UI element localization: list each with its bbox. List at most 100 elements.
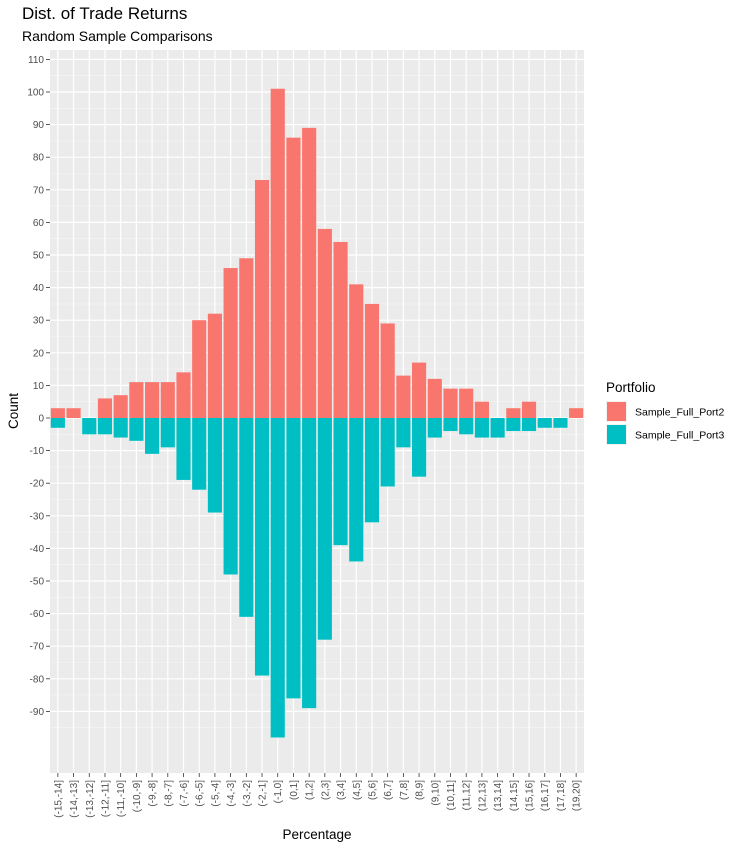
- x-tick-label: (7,8]: [399, 780, 410, 800]
- bar-Sample_Full_Port2-4: [113, 395, 128, 418]
- bar-Sample_Full_Port2-33: [569, 408, 584, 418]
- y-tick-label: 70: [33, 185, 45, 196]
- bar-Sample_Full_Port2-5: [129, 382, 144, 418]
- x-tick-label: (8,9]: [415, 780, 426, 800]
- bar-Sample_Full_Port3-6: [145, 418, 160, 454]
- y-tick-label: 90: [33, 120, 45, 131]
- bar-Sample_Full_Port3-17: [317, 418, 332, 640]
- bar-Sample_Full_Port3-28: [490, 418, 505, 438]
- bar-Sample_Full_Port2-30: [521, 401, 537, 418]
- grid-minor: [50, 75, 584, 729]
- y-tick-label: -90: [30, 707, 45, 718]
- x-tick-label: (11,12]: [462, 780, 473, 811]
- x-tick-label: (10,11]: [446, 780, 457, 811]
- x-tick-label: (5,6]: [367, 780, 378, 800]
- bar-Sample_Full_Port2-19: [349, 284, 364, 418]
- bar-Sample_Full_Port3-8: [176, 418, 191, 480]
- x-tick-label: (6,7]: [383, 780, 394, 800]
- bar-Sample_Full_Port2-21: [380, 323, 395, 418]
- y-tick-label: -10: [30, 446, 45, 457]
- bar-Sample_Full_Port3-11: [223, 418, 238, 575]
- y-tick-label: 110: [28, 55, 44, 66]
- x-tick-label: (-14,-13]: [69, 780, 80, 818]
- grid-major: [50, 50, 584, 773]
- bar-Sample_Full_Port3-20: [364, 418, 380, 523]
- y-tick-label: -80: [30, 674, 45, 685]
- x-tick-label: (13,14]: [493, 780, 504, 811]
- x-tick-label: (12,13]: [477, 780, 488, 811]
- legend-swatch: [607, 402, 626, 421]
- bar-Sample_Full_Port3-3: [97, 418, 113, 435]
- bar-Sample_Full_Port3-12: [239, 418, 254, 617]
- legend-swatch: [607, 425, 626, 444]
- x-tick-label: (15,16]: [525, 780, 536, 811]
- bar-Sample_Full_Port3-26: [459, 418, 474, 435]
- bar-Sample_Full_Port3-24: [427, 418, 442, 438]
- y-tick-label: 100: [27, 88, 44, 99]
- bar-Sample_Full_Port2-26: [459, 388, 474, 418]
- x-tick-label: (17,18]: [556, 780, 567, 811]
- y-tick-label: 50: [33, 251, 45, 262]
- bar-Sample_Full_Port3-25: [443, 418, 458, 432]
- y-tick-label: 30: [33, 316, 45, 327]
- bar-Sample_Full_Port2-16: [302, 127, 317, 419]
- bar-Sample_Full_Port2-9: [192, 320, 207, 418]
- x-tick-label: (2,3]: [320, 780, 331, 800]
- x-tick-label: (-15,-14]: [53, 780, 64, 818]
- x-tick-label: (-11,-10]: [116, 780, 127, 817]
- legend: Portfolio Sample_Full_Port2 Sample_Full_P…: [606, 380, 724, 445]
- y-tick-label: 40: [33, 283, 45, 294]
- bar-Sample_Full_Port2-12: [239, 258, 254, 418]
- bars: [50, 88, 584, 738]
- bar-Sample_Full_Port2-22: [396, 375, 411, 418]
- bar-Sample_Full_Port2-23: [412, 362, 427, 418]
- y-axis-title: Count: [6, 393, 21, 429]
- y-tick-label: -50: [30, 577, 45, 588]
- y-tick-label: 10: [33, 381, 45, 392]
- bar-Sample_Full_Port3-13: [254, 418, 270, 676]
- chart-title: Dist. of Trade Returns: [22, 4, 188, 23]
- x-tick-label: (-5,-4]: [210, 780, 221, 807]
- y-tick-label: 0: [38, 414, 44, 425]
- bar-Sample_Full_Port3-29: [506, 418, 521, 432]
- chart-subtitle: Random Sample Comparisons: [22, 28, 213, 44]
- bar-Sample_Full_Port3-22: [396, 418, 411, 448]
- bar-Sample_Full_Port2-17: [317, 228, 332, 418]
- bar-Sample_Full_Port3-32: [553, 418, 568, 428]
- legend-label: Sample_Full_Port2: [635, 407, 724, 419]
- x-tick-label: (0,1]: [289, 780, 300, 800]
- x-tick-label: (19,20]: [572, 780, 583, 811]
- x-axis: (-15,-14] (-14,-13] (-13,-12] (-12,-11] (-11…: [53, 773, 583, 818]
- x-tick-label: (-6,-5]: [195, 780, 206, 807]
- bar-Sample_Full_Port2-13: [254, 180, 270, 418]
- x-tick-label: (14,15]: [509, 780, 520, 811]
- bar-Sample_Full_Port3-14: [270, 418, 285, 738]
- bar-Sample_Full_Port3-16: [302, 418, 317, 709]
- legend-title: Portfolio: [606, 380, 656, 395]
- y-tick-label: 60: [33, 218, 45, 229]
- bar-Sample_Full_Port2-8: [176, 372, 191, 418]
- bar-Sample_Full_Port2-10: [207, 313, 222, 418]
- bar-Sample_Full_Port2-15: [286, 137, 301, 418]
- bar-Sample_Full_Port3-2: [82, 418, 97, 435]
- y-tick-label: -40: [30, 544, 45, 555]
- bar-Sample_Full_Port2-20: [364, 303, 380, 418]
- x-tick-label: (-1,0]: [273, 780, 284, 804]
- bar-Sample_Full_Port2-25: [443, 388, 458, 418]
- y-tick-label: 80: [33, 153, 45, 164]
- bar-Sample_Full_Port3-4: [113, 418, 128, 438]
- x-tick-label: (-7,-6]: [179, 780, 190, 807]
- x-tick-label: (-12,-11]: [100, 780, 111, 817]
- bar-Sample_Full_Port3-21: [380, 418, 395, 487]
- bar-Sample_Full_Port3-9: [192, 418, 207, 490]
- bar-Sample_Full_Port2-11: [223, 268, 238, 418]
- legend-label: Sample_Full_Port3: [635, 430, 724, 442]
- x-tick-label: (-3,-2]: [242, 780, 253, 807]
- bar-Sample_Full_Port3-23: [412, 418, 427, 477]
- x-tick-label: (3,4]: [336, 780, 347, 800]
- y-axis: 1101009080706050403020100-10-20-30-40-50…: [27, 55, 50, 718]
- y-tick-label: -70: [30, 642, 45, 653]
- bar-Sample_Full_Port2-7: [160, 382, 175, 418]
- x-tick-label: (-10,-9]: [132, 780, 143, 812]
